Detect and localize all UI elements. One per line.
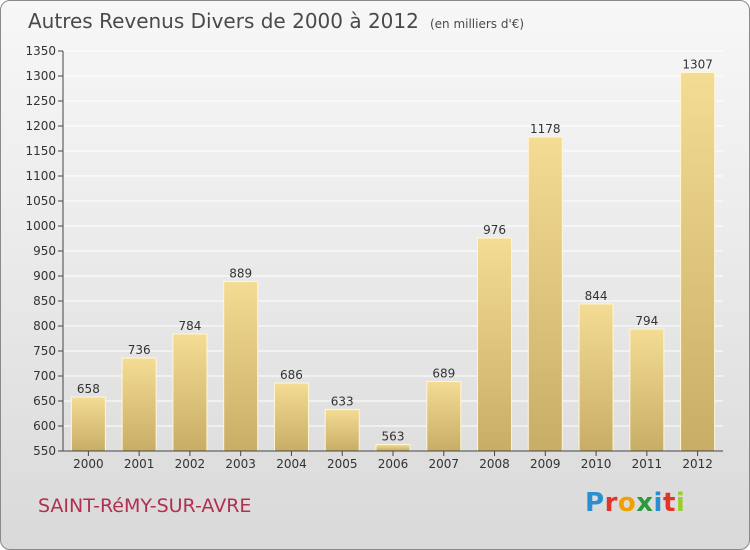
logo-letter: i [653, 488, 663, 518]
bars: 658 736 784 889 686 633 563 689 976 1178 844 794 130… [70, 58, 716, 452]
bar-value-label: 784 [178, 319, 201, 333]
y-tick-label: 800 [33, 319, 56, 333]
bar [223, 281, 259, 452]
bar [477, 237, 513, 452]
title-main: Autres Revenus Divers de 2000 à 2012 [28, 9, 419, 33]
y-tick-label: 1250 [25, 94, 56, 108]
bar [426, 381, 462, 452]
bar [527, 136, 563, 452]
axes: 550 600 650 700 750 800 850 900 950 1000 1050 1100 1… [25, 44, 723, 471]
y-tick-label: 950 [33, 244, 56, 258]
y-tick-label: 1200 [25, 119, 56, 133]
title-unit: (en milliers d'€) [429, 17, 525, 31]
x-tick-label: 2008 [479, 457, 510, 471]
bar-value-label: 736 [128, 343, 151, 357]
bar [172, 333, 208, 452]
bar-value-label: 689 [432, 367, 455, 381]
x-tick-label: 2010 [581, 457, 612, 471]
y-tick-label: 700 [33, 369, 56, 383]
y-tick-label: 1300 [25, 69, 56, 83]
proxiti-logo[interactable]: Proxiti [585, 488, 685, 518]
bar-value-label: 686 [280, 368, 303, 382]
logo-letter: i [675, 488, 686, 518]
logo-letter: t [662, 488, 676, 518]
bar [680, 72, 716, 452]
bar [629, 328, 665, 452]
y-tick-label: 650 [33, 394, 56, 408]
bar [324, 409, 360, 452]
y-tick-label: 550 [33, 444, 56, 458]
y-tick-label: 850 [33, 294, 56, 308]
x-tick-label: 2000 [73, 457, 104, 471]
x-tick-label: 2002 [175, 457, 206, 471]
x-tick-label: 2012 [682, 457, 713, 471]
y-tick-label: 900 [33, 269, 56, 283]
logo-letter: P [585, 488, 605, 518]
bar-value-label: 976 [483, 223, 506, 237]
y-tick-label: 600 [33, 419, 56, 433]
bar-value-label: 1307 [682, 58, 713, 72]
x-tick-label: 2009 [530, 457, 561, 471]
bar-value-label: 844 [585, 289, 608, 303]
logo-letter: x [636, 488, 654, 518]
bar-value-label: 794 [635, 314, 658, 328]
bar-value-label: 633 [331, 395, 354, 409]
y-tick-label: 1050 [25, 194, 56, 208]
bar [578, 303, 614, 452]
y-tick-label: 750 [33, 344, 56, 358]
x-tick-label: 2001 [124, 457, 155, 471]
bar-value-label: 889 [229, 267, 252, 281]
bar [70, 396, 106, 452]
y-tick-label: 1150 [25, 144, 56, 158]
y-tick-label: 1000 [25, 219, 56, 233]
x-tick-label: 2004 [276, 457, 307, 471]
bar [121, 357, 157, 452]
x-tick-label: 2011 [632, 457, 663, 471]
x-tick-label: 2006 [378, 457, 409, 471]
bar [375, 444, 411, 452]
x-tick-label: 2007 [428, 457, 459, 471]
y-tick-label: 1350 [25, 44, 56, 58]
y-tick-label: 1100 [25, 169, 56, 183]
chart-title: Autres Revenus Divers de 2000 à 2012 (en… [28, 9, 524, 33]
bar [273, 382, 309, 452]
x-tick-label: 2005 [327, 457, 358, 471]
x-tick-label: 2003 [225, 457, 256, 471]
grid-lines [63, 50, 723, 427]
logo-letter: o [617, 488, 637, 518]
bar-value-label: 563 [382, 430, 405, 444]
logo-letter: r [604, 488, 618, 518]
bar-value-label: 658 [77, 382, 100, 396]
city-name: SAINT-RéMY-SUR-AVRE [38, 495, 252, 517]
bar-value-label: 1178 [530, 122, 561, 136]
